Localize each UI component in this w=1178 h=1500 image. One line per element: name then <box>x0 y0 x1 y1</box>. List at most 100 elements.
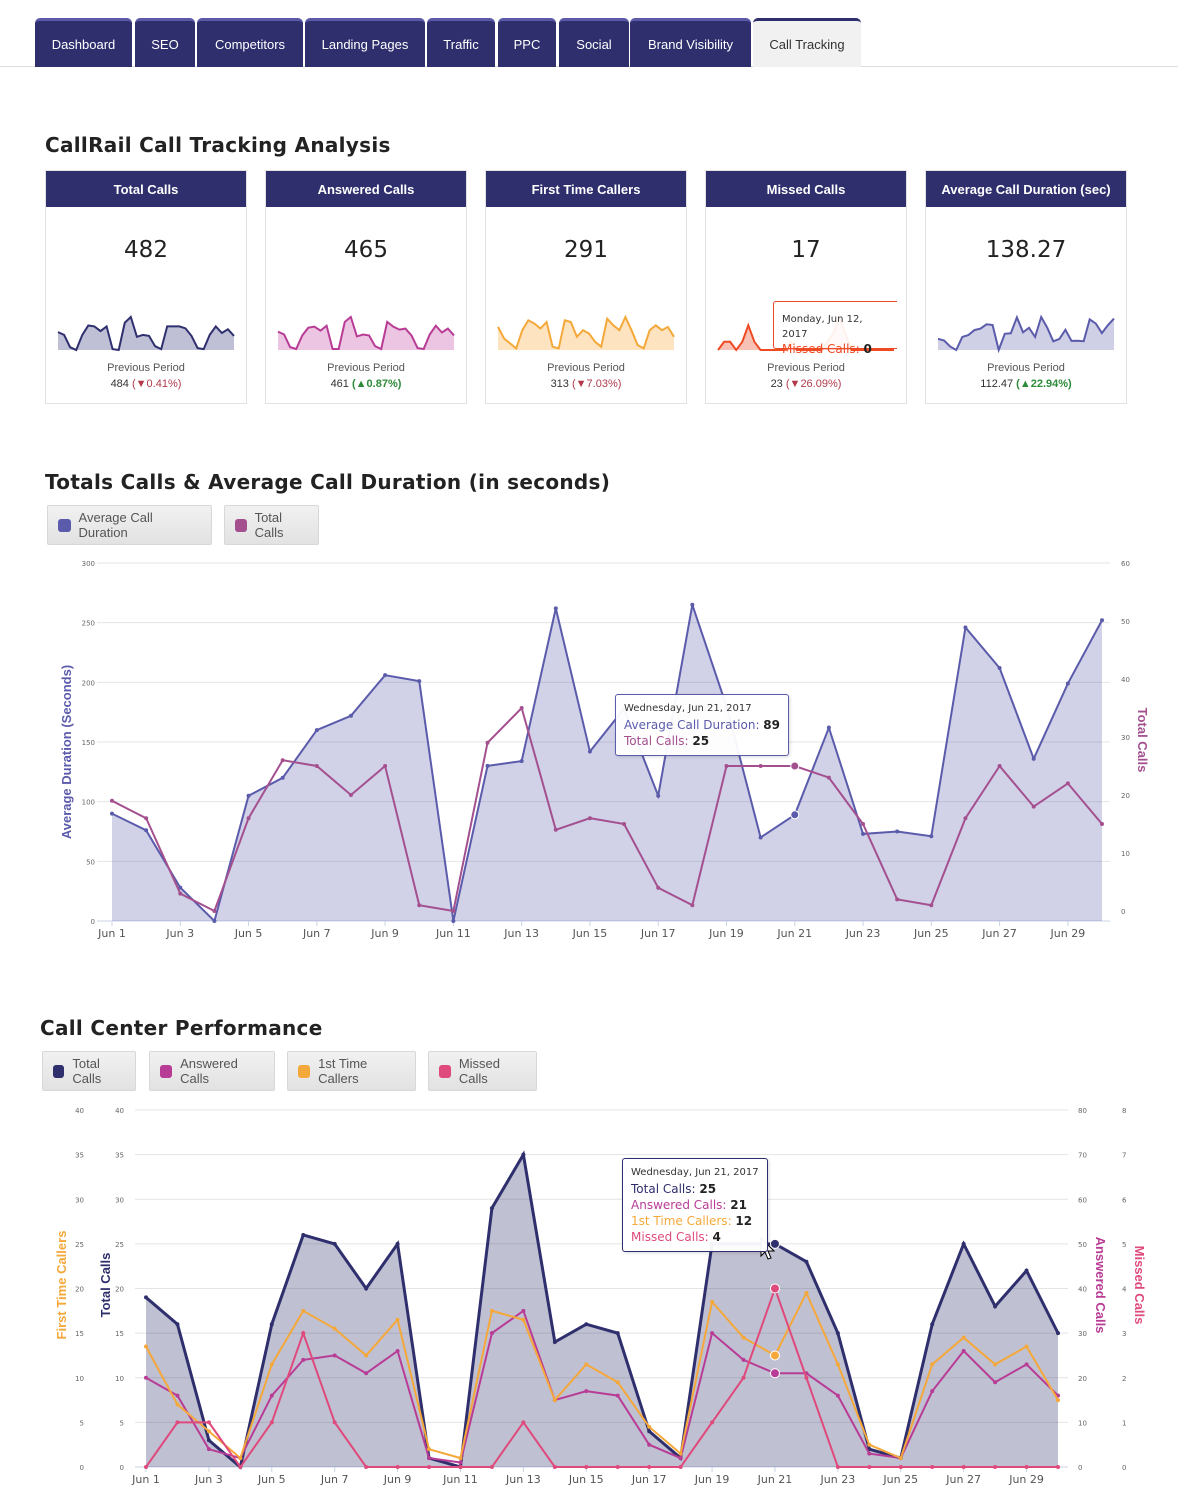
point-total-calls <box>489 1206 494 1211</box>
point-average-call-duration <box>519 759 524 764</box>
tab-dashboard[interactable]: Dashboard <box>35 18 132 67</box>
point-missed-calls <box>332 1420 337 1425</box>
point-missed-calls <box>769 1283 780 1294</box>
sparkline-line <box>57 315 235 352</box>
chart2-title: Call Center Performance <box>40 1016 323 1040</box>
y-tick-label-first-time-callers: 15 <box>75 1330 84 1338</box>
previous-value: 484 <box>110 378 129 390</box>
point-missed-calls <box>269 1420 274 1425</box>
x-tick-label: Jun 3 <box>194 1473 223 1486</box>
tab-seo[interactable]: SEO <box>135 18 195 67</box>
axis-title-first-time-callers: First Time Callers <box>54 1231 69 1340</box>
series-line-total-calls <box>111 706 1103 913</box>
sparkline <box>497 314 675 351</box>
tooltip-row: Missed Calls: 0 <box>782 342 872 356</box>
tab-landing-pages[interactable]: Landing Pages <box>305 18 425 67</box>
change-badge: (▲22.94%) <box>1016 378 1072 390</box>
point-total-calls <box>861 822 866 826</box>
point-total-calls <box>993 1304 998 1309</box>
legend-toggle-missed-calls[interactable]: Missed Calls <box>428 1051 537 1091</box>
tab-traffic[interactable]: Traffic <box>427 18 495 67</box>
point-total-calls <box>826 775 831 780</box>
sparkline-tooltip: Monday, Jun 12, 2017 Missed Calls: 0 <box>773 301 897 356</box>
point-total-calls <box>144 1295 148 1300</box>
summary-title: CallRail Call Tracking Analysis <box>45 133 391 157</box>
arrow-up-icon: ▲ <box>1019 378 1031 390</box>
point-answered-calls <box>1024 1362 1029 1367</box>
point-total-calls <box>552 1340 557 1345</box>
legend-toggle-total-calls[interactable]: Total Calls <box>42 1051 136 1091</box>
point-missed-calls <box>175 1420 180 1425</box>
point-average-call-duration <box>963 625 968 630</box>
point-average-call-duration <box>280 775 285 780</box>
y-tick-label-first-time-callers: 10 <box>75 1375 84 1383</box>
y-tick-label-first-time-callers: 30 <box>75 1196 84 1204</box>
stat-card-answered-calls: Answered Calls 465 Previous Period 461 (… <box>265 170 467 404</box>
sparkline <box>717 314 894 352</box>
arrow-down-icon: ▼ <box>575 378 587 390</box>
point-answered-calls <box>930 1389 935 1394</box>
x-tick-label: Jun 11 <box>435 927 471 940</box>
y-tick-label-answered-calls: 50 <box>1078 1241 1087 1249</box>
sparkline <box>277 315 455 351</box>
duration-calls-chart: 0 50 100 150 200 250 300 0 10 20 30 40 50 60 Jun 1 Jun … <box>59 560 1150 940</box>
point-missed-calls <box>710 1420 715 1425</box>
legend-label: 1st Time Callers <box>318 1056 368 1086</box>
point-1st-time-callers <box>1056 1398 1060 1403</box>
stat-card-value: 465 <box>344 237 388 263</box>
point-1st-time-callers <box>741 1335 746 1340</box>
legend-toggle-answered-calls[interactable]: Answered Calls <box>149 1051 275 1091</box>
series-area-average-call-duration <box>112 604 1102 921</box>
y-left-tick-label: 150 <box>82 739 95 747</box>
point-total-calls <box>451 909 456 913</box>
y-tick-label-answered-calls: 0 <box>1078 1464 1082 1472</box>
tab-social[interactable]: Social <box>559 18 629 67</box>
x-tick-label: Jun 9 <box>383 1473 412 1486</box>
change-percent: 22.94% <box>1030 378 1069 390</box>
tab-ppc[interactable]: PPC <box>498 18 556 67</box>
point-missed-calls <box>1024 1465 1029 1469</box>
point-missed-calls <box>993 1465 998 1469</box>
change-percent: 26.09% <box>800 378 838 390</box>
tab-call-tracking[interactable]: Call Tracking <box>753 18 861 67</box>
y-tick-label-missed-calls: 2 <box>1122 1375 1126 1383</box>
stat-card-value: 17 <box>791 237 821 263</box>
arrow-down-icon: ▼ <box>789 378 801 390</box>
point-answered-calls <box>835 1393 840 1398</box>
legend-toggle-total-calls[interactable]: Total Calls <box>224 505 319 545</box>
point-1st-time-callers <box>961 1335 966 1340</box>
point-missed-calls <box>206 1420 211 1425</box>
point-total-calls <box>212 909 217 913</box>
y-tick-label-answered-calls: 40 <box>1078 1286 1087 1294</box>
legend-toggle-1st-time-callers[interactable]: 1st Time Callers <box>287 1051 416 1091</box>
point-answered-calls <box>175 1393 180 1398</box>
y-tick-label-first-time-callers: 25 <box>75 1241 84 1249</box>
point-average-call-duration <box>314 728 319 733</box>
point-average-call-duration <box>895 829 900 834</box>
legend-label: Missed Calls <box>458 1056 501 1086</box>
point-total-calls <box>1056 1331 1060 1336</box>
point-total-calls <box>269 1322 274 1327</box>
stat-card-title: Average Call Duration (sec) <box>926 171 1126 207</box>
x-tick-label: Jun 19 <box>694 1473 730 1486</box>
change-badge: (▼7.03%) <box>571 378 622 390</box>
chart2-tooltip: Wednesday, Jun 21, 2017 Total Calls: 25 An… <box>622 1158 768 1252</box>
point-1st-time-callers <box>206 1429 211 1434</box>
point-1st-time-callers <box>769 1350 780 1361</box>
legend-toggle-average-call-duration[interactable]: Average Call Duration <box>47 505 212 545</box>
tab-competitors[interactable]: Competitors <box>197 18 303 67</box>
point-total-calls <box>690 903 695 908</box>
point-1st-time-callers <box>930 1362 935 1367</box>
point-missed-calls <box>835 1465 840 1469</box>
point-total-calls <box>622 822 627 826</box>
point-answered-calls <box>301 1357 306 1362</box>
y-tick-label-total-calls: 30 <box>115 1196 124 1204</box>
point-answered-calls <box>427 1456 432 1461</box>
point-answered-calls <box>647 1442 652 1447</box>
tab-brand-visibility[interactable]: Brand Visibility <box>630 18 751 67</box>
stat-card-value: 291 <box>564 237 608 263</box>
axis-title-missed-calls: Missed Calls <box>1132 1246 1147 1325</box>
previous-period-value: 23 (▼26.09%) <box>706 378 906 390</box>
point-missed-calls <box>364 1465 369 1469</box>
y-tick-label-missed-calls: 4 <box>1122 1286 1127 1294</box>
